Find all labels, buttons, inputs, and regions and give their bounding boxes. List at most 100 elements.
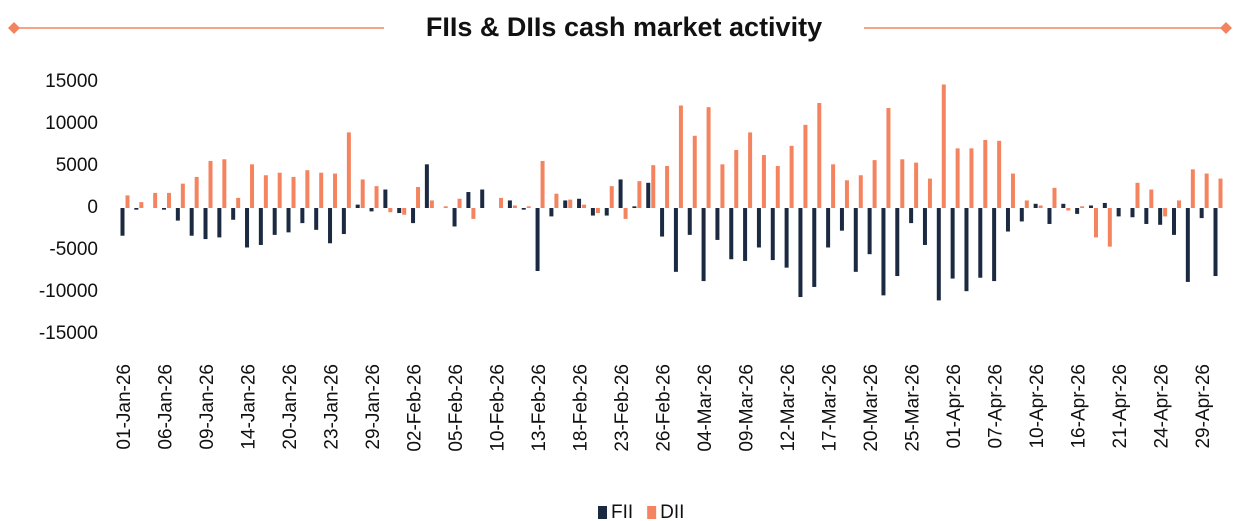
bar — [844, 180, 849, 208]
bar — [729, 208, 734, 260]
legend-swatch — [647, 506, 657, 519]
bar — [609, 186, 614, 208]
bar — [853, 208, 858, 272]
bar — [300, 208, 305, 224]
bar — [231, 208, 236, 220]
bar — [167, 192, 172, 208]
bar — [770, 208, 775, 261]
bar — [397, 208, 402, 214]
bar — [595, 208, 600, 214]
legend-label: DII — [660, 502, 684, 521]
bar — [941, 84, 946, 208]
bar — [236, 197, 241, 208]
bar — [203, 208, 208, 240]
bar — [374, 186, 379, 208]
x-tick-label: 06-Jan-26 — [156, 364, 177, 450]
x-tick-label: 12-Mar-26 — [778, 364, 799, 452]
bar — [748, 132, 753, 208]
x-tick-label: 10-Apr-26 — [1027, 364, 1048, 449]
bar — [416, 187, 421, 208]
bar — [720, 164, 725, 208]
bar — [955, 148, 960, 208]
bar — [623, 208, 628, 219]
bar — [258, 208, 263, 245]
bar — [250, 164, 255, 208]
bar — [1171, 208, 1176, 235]
x-tick-label: 07-Apr-26 — [986, 364, 1007, 449]
x-tick-label: 02-Feb-26 — [405, 364, 426, 452]
bar — [632, 206, 637, 208]
bar — [424, 164, 429, 208]
bar — [604, 208, 609, 216]
bar — [286, 208, 291, 233]
x-tick-label: 17-Mar-26 — [820, 364, 841, 452]
x-tick-label: 20-Mar-26 — [861, 364, 882, 452]
x-tick-label: 09-Mar-26 — [737, 364, 758, 452]
bar — [660, 208, 665, 237]
bar — [291, 176, 296, 208]
bar — [582, 204, 587, 208]
bar — [499, 197, 504, 208]
bar — [1199, 208, 1204, 219]
bar — [618, 179, 623, 208]
bar — [535, 208, 540, 271]
bar — [909, 208, 914, 224]
bar — [1052, 187, 1057, 208]
bar — [429, 200, 434, 208]
bar — [139, 202, 144, 208]
bar — [665, 166, 670, 208]
bar — [692, 135, 697, 208]
bar — [180, 183, 185, 208]
x-tick-label: 13-Feb-26 — [529, 364, 550, 452]
bar — [319, 172, 324, 208]
bar — [1061, 203, 1066, 208]
bar — [886, 108, 891, 208]
bar — [443, 206, 448, 208]
bar — [1047, 208, 1052, 224]
bar — [826, 208, 831, 248]
bar — [590, 208, 595, 216]
bar — [341, 208, 346, 235]
bar — [549, 208, 554, 217]
bar — [411, 208, 416, 224]
bar — [1176, 200, 1181, 208]
bar — [1024, 200, 1029, 208]
bar — [858, 175, 863, 208]
bar — [526, 206, 531, 208]
bar — [872, 160, 877, 208]
bar — [706, 107, 711, 208]
bar — [305, 170, 310, 208]
bar — [798, 208, 803, 298]
bar — [895, 208, 900, 277]
bar — [1144, 208, 1149, 224]
bar — [1102, 202, 1107, 208]
bar — [969, 148, 974, 208]
bar — [1218, 178, 1223, 208]
bar — [314, 208, 319, 230]
bar — [245, 208, 250, 248]
title-diamond — [8, 22, 20, 34]
bar — [997, 140, 1002, 208]
bar — [1149, 189, 1154, 208]
bar — [162, 208, 167, 210]
bar — [480, 189, 485, 208]
bar — [355, 204, 360, 208]
bar — [1158, 208, 1163, 225]
bar — [277, 172, 282, 208]
bar — [803, 124, 808, 208]
bar — [687, 208, 692, 235]
bar — [775, 166, 780, 208]
bar — [507, 200, 512, 208]
bar — [950, 208, 955, 279]
bar — [927, 178, 932, 208]
bar — [1005, 208, 1010, 232]
y-tick-label: -15000 — [39, 323, 98, 344]
bar — [812, 208, 817, 287]
bar — [189, 208, 194, 236]
bar — [839, 208, 844, 231]
bar — [272, 208, 277, 235]
bar — [568, 199, 573, 208]
x-tick-label: 21-Apr-26 — [1110, 364, 1131, 449]
x-tick-label: 26-Feb-26 — [654, 364, 675, 452]
bar — [992, 208, 997, 282]
